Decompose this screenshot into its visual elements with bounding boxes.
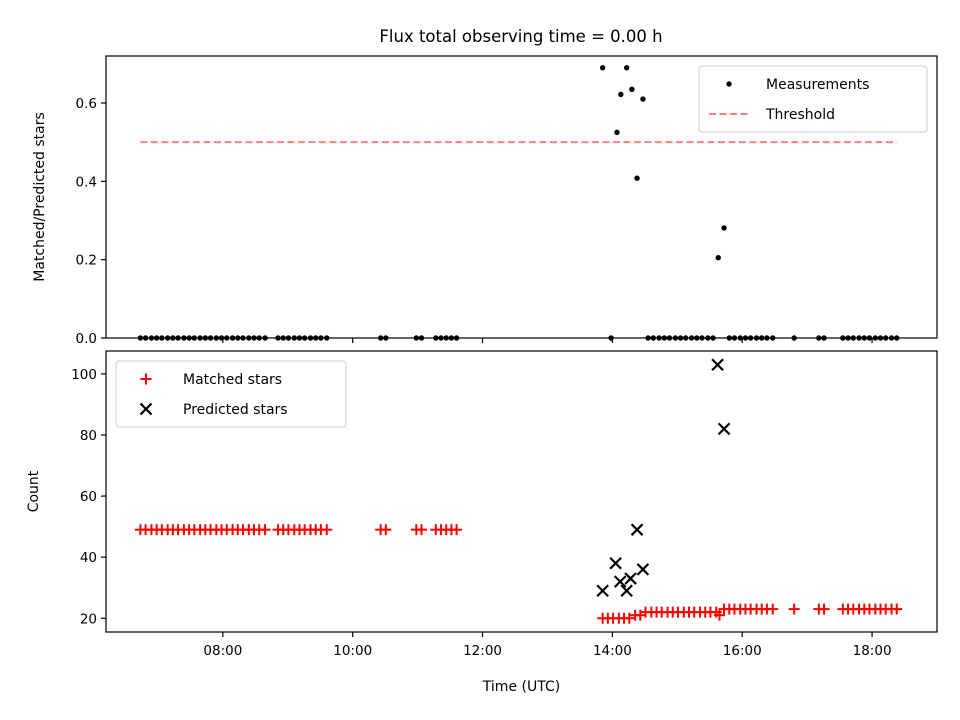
axes-frame [105, 350, 938, 633]
bottom-panel: 20 40 60 80 100 08:00 10:00 12:00 14:00 16:00 18:0… [26, 350, 938, 695]
legend-swatch [139, 402, 153, 416]
x-stroke-b [613, 575, 627, 588]
x-stroke-b [620, 584, 633, 598]
y-axis-label: Count [26, 470, 42, 512]
data-point [714, 609, 726, 621]
legend: Measurements Threshold [698, 65, 928, 133]
data-point [623, 65, 630, 71]
y-tick-label: 60 [80, 489, 97, 505]
data-point [630, 523, 644, 536]
data-point [451, 524, 463, 536]
series-matched-stars [134, 524, 903, 624]
y-tick-label: 80 [80, 428, 97, 444]
data-point [721, 225, 727, 231]
data-point [596, 584, 609, 598]
data-point [259, 524, 271, 536]
data-point [624, 572, 637, 585]
legend-label: Threshold [765, 107, 835, 123]
data-point [767, 603, 779, 615]
x-stroke-b [609, 556, 622, 570]
data-point [321, 524, 333, 536]
series-predicted-stars [596, 358, 731, 598]
x-tick-label: 12:00 [463, 643, 502, 659]
axes-frame [105, 55, 938, 339]
x-stroke-b [596, 584, 609, 598]
data-point [788, 603, 800, 615]
x-tick-label: 16:00 [723, 643, 762, 659]
data-point [618, 91, 624, 98]
legend-label: Predicted stars [183, 402, 288, 418]
series-measurements [137, 65, 900, 341]
data-point [620, 584, 633, 598]
data-point [629, 86, 635, 92]
x-stroke-b [711, 358, 724, 372]
y-tick-label: 0.6 [76, 96, 97, 112]
data-point [891, 603, 903, 615]
y-tick-label: 100 [71, 367, 97, 383]
x-tick-label: 08:00 [203, 643, 242, 659]
data-point [640, 96, 646, 102]
y-tick-label: 40 [80, 550, 97, 566]
data-point [380, 524, 392, 536]
data-point [711, 358, 724, 372]
data-point [717, 422, 731, 436]
y-axis-label: Matched/Predicted stars [32, 112, 48, 282]
x-stroke-b [636, 563, 650, 576]
legend-swatch [726, 81, 732, 87]
x-stroke-b [139, 402, 153, 416]
data-point [634, 175, 640, 181]
x-stroke-b [717, 422, 731, 436]
x-stroke-b [630, 523, 644, 536]
data-point [715, 255, 721, 261]
y-tick-label: 20 [80, 611, 97, 627]
x-tick-label: 10:00 [333, 643, 372, 659]
data-point [614, 129, 620, 136]
legend-box [698, 65, 928, 133]
data-point [416, 524, 428, 536]
chart-title: Flux total observing time = 0.00 h [379, 27, 662, 46]
x-axis-label: Time (UTC) [482, 679, 560, 695]
data-point [623, 612, 635, 624]
legend-box [115, 360, 347, 428]
x-tick-label: 14:00 [593, 643, 632, 659]
data-point [609, 556, 622, 570]
data-point [818, 603, 830, 615]
data-point [599, 65, 606, 71]
legend-label: Measurements [766, 77, 869, 93]
data-point [613, 575, 627, 588]
y-tick-label: 0.4 [76, 174, 97, 190]
legend-label: Matched stars [183, 372, 282, 388]
x-stroke-b [624, 572, 637, 585]
y-tick-label: 0.2 [76, 253, 97, 269]
legend: Matched stars Predicted stars [115, 360, 347, 428]
top-panel: 0.0 0.2 0.4 0.6 Matched/Predicted stars Measu… [32, 55, 938, 347]
data-point [636, 563, 650, 576]
x-tick-label: 18:00 [853, 643, 892, 659]
y-tick-label: 0.0 [76, 331, 97, 347]
legend-swatch [140, 373, 152, 385]
